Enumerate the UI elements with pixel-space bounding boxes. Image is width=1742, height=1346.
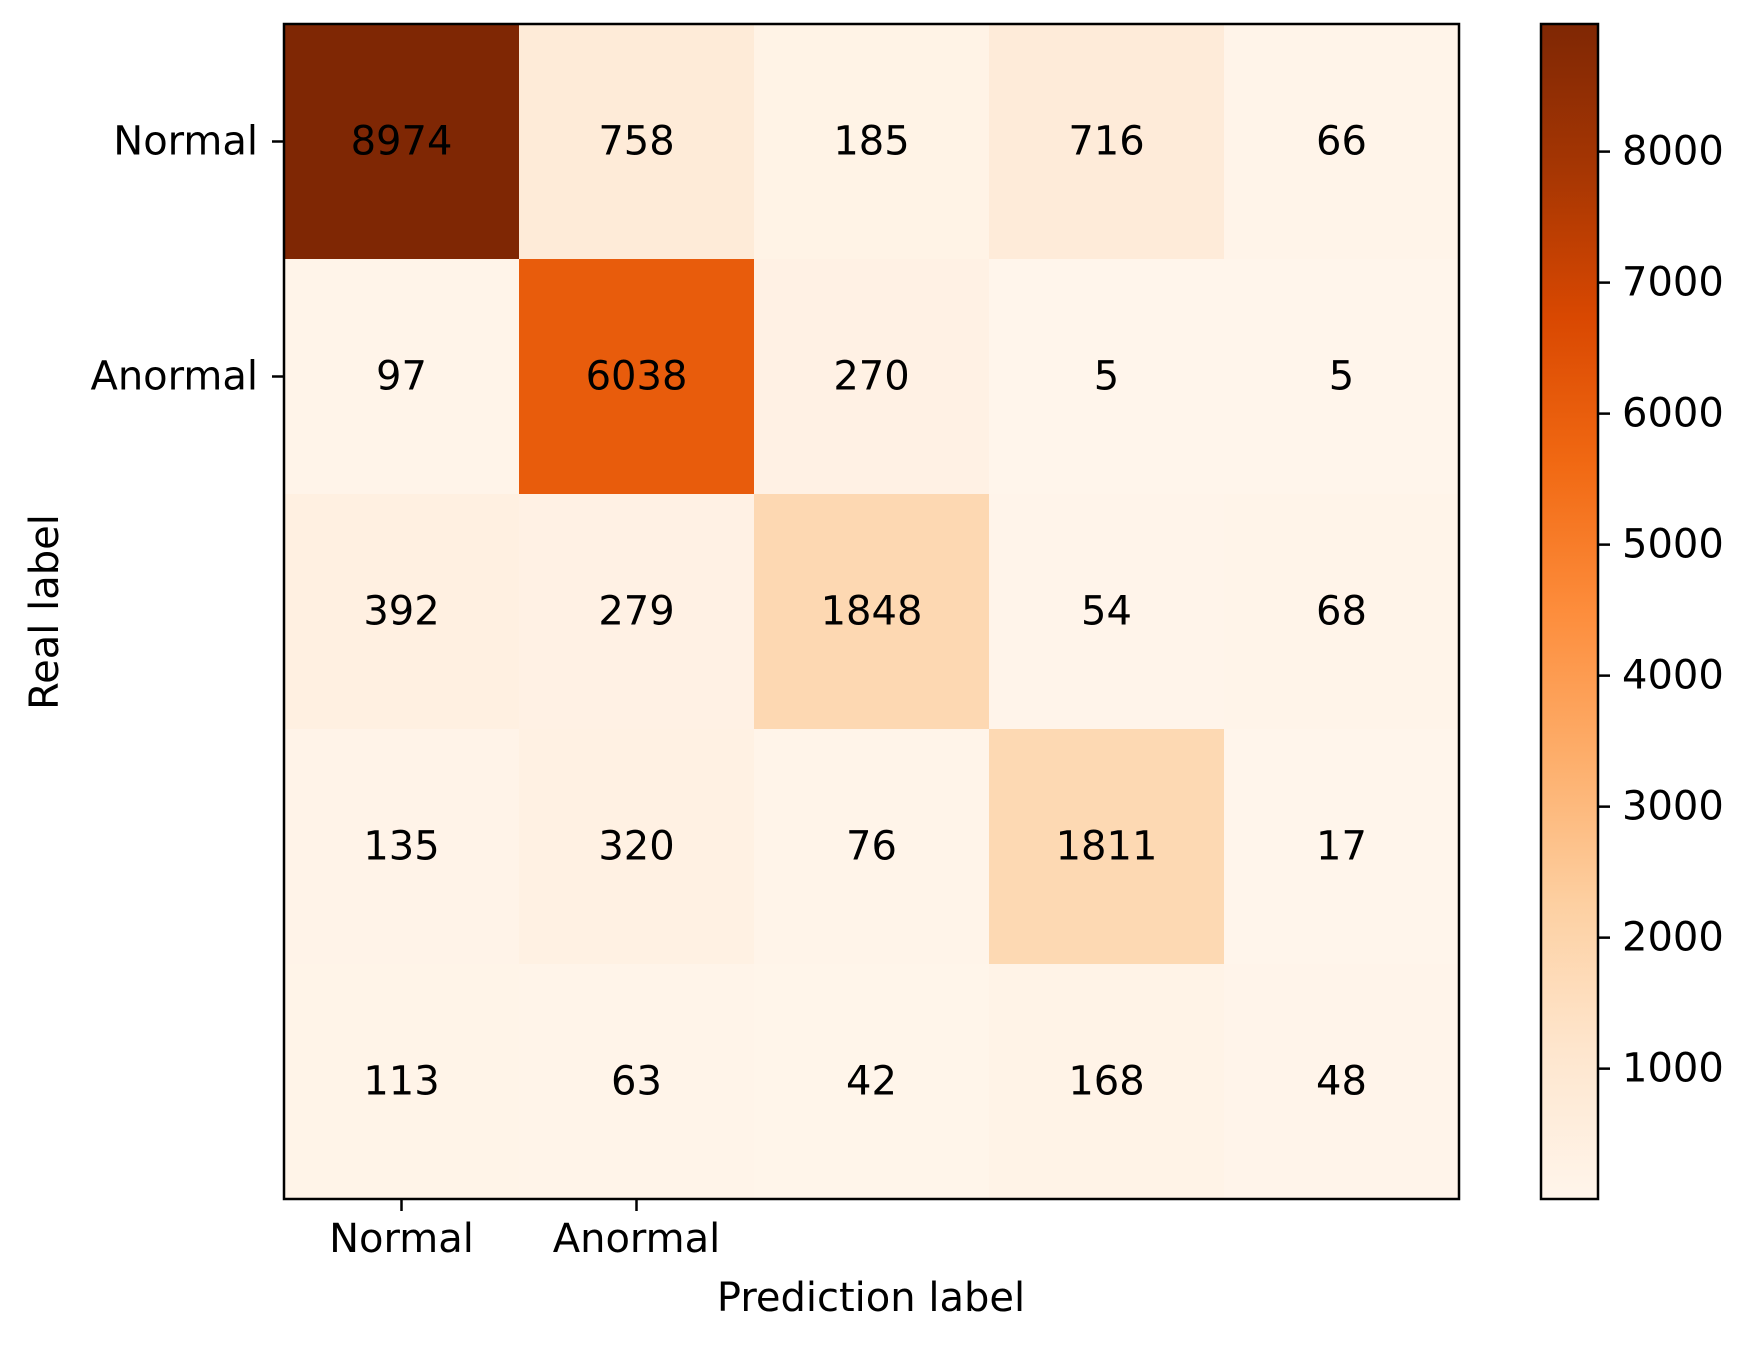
y-tick-label: Normal xyxy=(113,119,258,165)
cell-value-r4-c3: 168 xyxy=(1068,1059,1144,1105)
x-tick-label: Anormal xyxy=(553,1216,721,1262)
cell-values: 8974 758 185 716 66 97 6038 270 5 5 392 279 1848 54 68… xyxy=(351,119,1367,1105)
heatmap-cells xyxy=(284,24,1460,1200)
y-axis-ticks: Normal Anormal xyxy=(90,119,284,400)
cell-value-r3-c1: 320 xyxy=(598,824,674,870)
colorbar-tick-label: 6000 xyxy=(1622,391,1724,437)
colorbar-frame xyxy=(1539,22,1600,1201)
heatmap-cell-r4-c0 xyxy=(284,964,520,1200)
heatmap-cell-r0-c4 xyxy=(1224,24,1460,260)
cell-value-r1-c4: 5 xyxy=(1329,354,1354,400)
heatmap-cell-r1-c2 xyxy=(754,259,990,495)
colorbar-tick-label: 1000 xyxy=(1622,1046,1724,1092)
colorbar-tick-label: 7000 xyxy=(1622,260,1724,306)
cell-value-r1-c3: 5 xyxy=(1094,354,1119,400)
cell-value-r1-c2: 270 xyxy=(833,354,909,400)
heatmap-cell-r2-c2 xyxy=(754,494,990,730)
heatmap-cell-r4-c3 xyxy=(989,964,1225,1200)
plot-frame xyxy=(282,22,1461,1201)
cell-value-r0-c0: 8974 xyxy=(351,119,453,165)
colorbar-tick-label: 5000 xyxy=(1622,522,1724,568)
cell-value-r0-c2: 185 xyxy=(833,119,909,165)
x-tick-label: Normal xyxy=(329,1216,474,1262)
x-axis-ticks: Normal Anormal xyxy=(329,1199,720,1262)
heatmap-cell-r0-c0 xyxy=(284,24,520,260)
x-axis-label: Prediction label xyxy=(717,1275,1025,1321)
heatmap-cell-r3-c4 xyxy=(1224,729,1460,965)
heatmap-cell-r1-c4 xyxy=(1224,259,1460,495)
cell-value-r4-c4: 48 xyxy=(1316,1059,1367,1105)
cell-value-r4-c2: 42 xyxy=(846,1059,897,1105)
heatmap-cell-r4-c2 xyxy=(754,964,990,1200)
cell-value-r2-c2: 1848 xyxy=(821,589,923,635)
heatmap-cell-r2-c1 xyxy=(519,494,755,730)
colorbar-tick-label: 8000 xyxy=(1622,129,1724,175)
cell-value-r3-c0: 135 xyxy=(363,824,439,870)
cell-value-r0-c3: 716 xyxy=(1068,119,1144,165)
cell-value-r0-c4: 66 xyxy=(1316,119,1367,165)
colorbar-tick-label: 2000 xyxy=(1622,915,1724,961)
cell-value-r1-c1: 6038 xyxy=(586,354,688,400)
heatmap-cell-r0-c3 xyxy=(989,24,1225,260)
cell-value-r4-c0: 113 xyxy=(363,1059,439,1105)
cell-value-r2-c3: 54 xyxy=(1081,589,1132,635)
heatmap-cell-r0-c2 xyxy=(754,24,990,260)
colorbar-tick-label: 4000 xyxy=(1622,653,1724,699)
heatmap-cell-r1-c3 xyxy=(989,259,1225,495)
cell-value-r0-c1: 758 xyxy=(598,119,674,165)
cell-value-r2-c4: 68 xyxy=(1316,589,1367,635)
heatmap-cell-r4-c1 xyxy=(519,964,755,1200)
cell-value-r1-c0: 97 xyxy=(376,354,427,400)
heatmap-cell-r1-c0 xyxy=(284,259,520,495)
heatmap-cell-r4-c4 xyxy=(1224,964,1460,1200)
heatmap-cell-r3-c1 xyxy=(519,729,755,965)
heatmap-cell-r3-c0 xyxy=(284,729,520,965)
heatmap-cell-r2-c4 xyxy=(1224,494,1460,730)
cell-value-r4-c1: 63 xyxy=(611,1059,662,1105)
y-axis-label: Real label xyxy=(22,514,68,710)
heatmap-cell-r1-c1 xyxy=(519,259,755,495)
heatmap-cell-r3-c3 xyxy=(989,729,1225,965)
cell-value-r2-c1: 279 xyxy=(598,589,674,635)
cell-value-r3-c2: 76 xyxy=(846,824,897,870)
heatmap-cell-r3-c2 xyxy=(754,729,990,965)
cell-value-r2-c0: 392 xyxy=(363,589,439,635)
heatmap-cell-r2-c0 xyxy=(284,494,520,730)
colorbar xyxy=(1541,24,1598,1199)
y-tick-label: Anormal xyxy=(90,354,258,400)
heatmap-cell-r2-c3 xyxy=(989,494,1225,730)
cell-value-r3-c4: 17 xyxy=(1316,824,1367,870)
heatmap-cell-r0-c1 xyxy=(519,24,755,260)
cell-value-r3-c3: 1811 xyxy=(1056,824,1158,870)
colorbar-ticks: 1000 2000 3000 4000 5000 6000 7000 8000 xyxy=(1598,129,1724,1092)
colorbar-tick-label: 3000 xyxy=(1622,784,1724,830)
